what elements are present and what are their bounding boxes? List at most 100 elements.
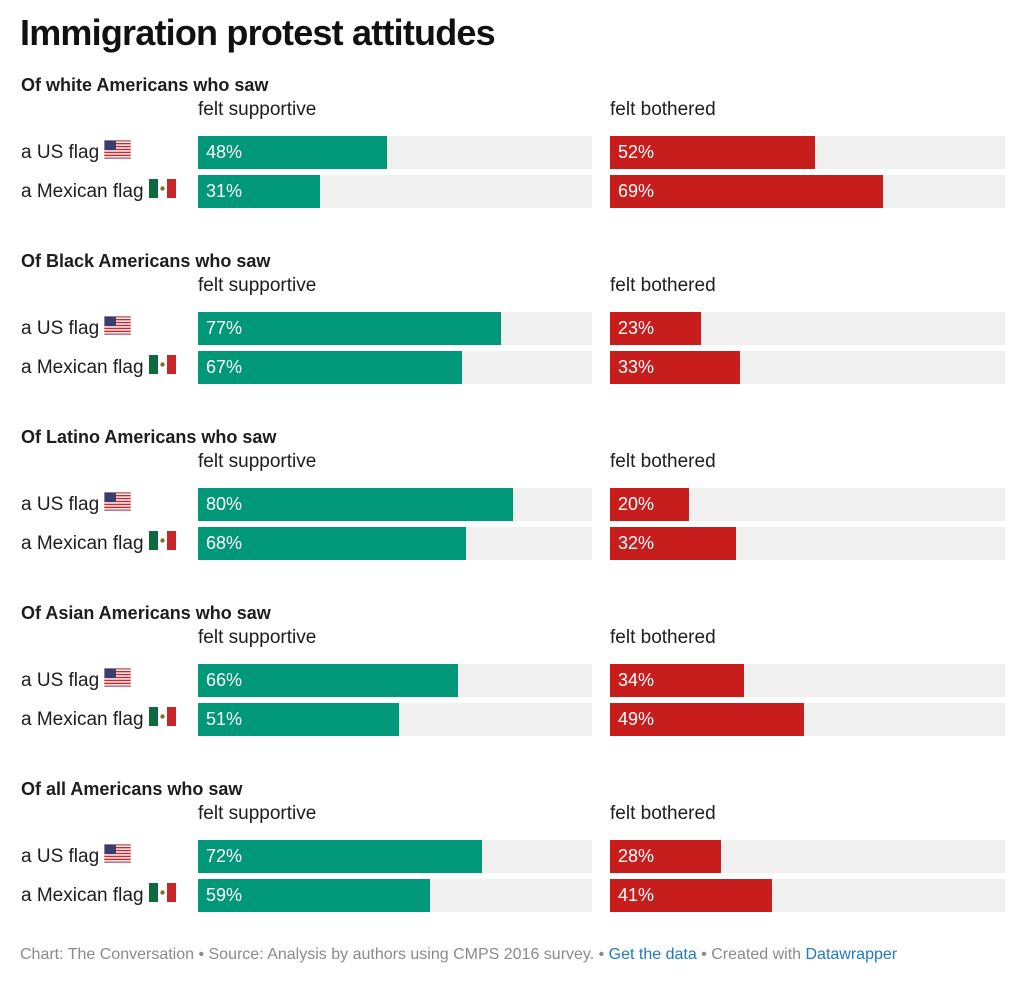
bar-track-bothered: 34% (610, 664, 1005, 697)
bar-track-supportive: 77% (198, 312, 592, 345)
us-flag-icon (104, 668, 132, 693)
get-the-data-link[interactable]: Get the data (608, 946, 697, 963)
row-label: a US flag (21, 136, 132, 169)
chart-group-4: Of Asian Americans who saw felt supportiv… (0, 601, 1024, 761)
chart-row: a Mexican flag 31% 69% (0, 175, 1024, 208)
bar-track-supportive: 59% (198, 879, 592, 912)
footer-created-with: • Created with (696, 946, 806, 963)
bar-track-bothered: 32% (610, 527, 1005, 560)
chart-row: a Mexican flag 59% 41% (0, 879, 1024, 912)
column-header-bothered: felt bothered (610, 275, 716, 296)
bar-bothered (610, 664, 745, 697)
row-label-text: a US flag (21, 317, 100, 339)
mexican-flag-icon (148, 707, 176, 732)
data-label-supportive: 68% (206, 533, 243, 553)
us-flag-icon (104, 140, 132, 165)
column-header-supportive: felt supportive (198, 803, 317, 824)
data-label-supportive: 72% (206, 846, 243, 866)
data-label-bothered: 41% (618, 885, 655, 905)
row-label-text: a US flag (21, 493, 100, 515)
bar-track-bothered: 23% (610, 312, 1005, 345)
data-label-supportive: 51% (206, 709, 243, 729)
bar-supportive (198, 879, 431, 912)
column-header-supportive: felt supportive (198, 451, 317, 472)
column-header-bothered: felt bothered (610, 803, 716, 824)
row-label: a US flag (21, 840, 132, 873)
column-header-bothered: felt bothered (610, 99, 716, 120)
chart-row: a US flag 80% 20% (0, 488, 1024, 521)
row-label: a Mexican flag (21, 703, 176, 736)
bar-bothered (610, 840, 721, 873)
group-heading: Of white Americans who saw (21, 75, 269, 95)
chart-footer: Chart: The Conversation • Source: Analys… (20, 946, 897, 964)
bar-track-supportive: 67% (198, 351, 592, 384)
row-label-text: a Mexican flag (21, 532, 144, 554)
bar-bothered (610, 703, 804, 736)
bar-bothered (610, 488, 689, 521)
bar-track-bothered: 69% (610, 175, 1005, 208)
mexican-flag-icon (148, 179, 176, 204)
data-label-bothered: 23% (618, 318, 655, 338)
column-header-bothered: felt bothered (610, 451, 716, 472)
datawrapper-link[interactable]: Datawrapper (805, 946, 898, 963)
bar-track-bothered: 20% (610, 488, 1005, 521)
data-label-supportive: 31% (206, 181, 243, 201)
group-heading: Of all Americans who saw (21, 779, 243, 799)
chart-row: a US flag 77% 23% (0, 312, 1024, 345)
data-label-supportive: 77% (206, 318, 243, 338)
data-label-supportive: 67% (206, 357, 243, 377)
data-label-supportive: 59% (206, 885, 243, 905)
bar-bothered (610, 351, 741, 384)
bar-bothered (610, 312, 701, 345)
data-label-supportive: 80% (206, 494, 243, 514)
bar-supportive (198, 840, 482, 873)
bar-track-bothered: 41% (610, 879, 1005, 912)
chart-title: Immigration protest attitudes (20, 12, 496, 53)
column-header-supportive: felt supportive (198, 627, 317, 648)
data-label-bothered: 33% (618, 357, 655, 377)
row-label: a US flag (21, 488, 132, 521)
bar-bothered (610, 175, 883, 208)
bar-supportive (198, 527, 466, 560)
bar-track-supportive: 68% (198, 527, 592, 560)
bar-bothered (610, 527, 737, 560)
bar-track-supportive: 48% (198, 136, 592, 169)
us-flag-icon (104, 844, 132, 869)
bar-supportive (198, 488, 514, 521)
bar-track-supportive: 51% (198, 703, 592, 736)
row-label-text: a US flag (21, 669, 100, 691)
row-label-text: a US flag (21, 845, 100, 867)
group-heading: Of Asian Americans who saw (21, 603, 271, 623)
column-header-supportive: felt supportive (198, 275, 317, 296)
group-heading: Of Black Americans who saw (21, 251, 271, 271)
chart-group-3: Of Latino Americans who saw felt supporti… (0, 425, 1024, 585)
data-label-supportive: 48% (206, 142, 243, 162)
bar-bothered (610, 879, 772, 912)
data-label-bothered: 52% (618, 142, 655, 162)
chart-row: a US flag 66% 34% (0, 664, 1024, 697)
row-label-text: a US flag (21, 141, 100, 163)
us-flag-icon (104, 316, 132, 341)
row-label: a Mexican flag (21, 175, 176, 208)
bar-track-supportive: 31% (198, 175, 592, 208)
bar-track-bothered: 49% (610, 703, 1005, 736)
row-label-text: a Mexican flag (21, 708, 144, 730)
column-header-bothered: felt bothered (610, 627, 716, 648)
row-label-text: a Mexican flag (21, 884, 144, 906)
bar-supportive (198, 664, 459, 697)
chart-row: a US flag 72% 28% (0, 840, 1024, 873)
bar-track-bothered: 33% (610, 351, 1005, 384)
chart-row: a Mexican flag 68% 32% (0, 527, 1024, 560)
bar-supportive (198, 312, 502, 345)
bar-track-supportive: 66% (198, 664, 592, 697)
mexican-flag-icon (148, 883, 176, 908)
chart-group-2: Of Black Americans who saw felt supportiv… (0, 249, 1024, 409)
bar-track-supportive: 80% (198, 488, 592, 521)
row-label: a Mexican flag (21, 351, 176, 384)
data-label-bothered: 28% (618, 846, 655, 866)
us-flag-icon (104, 492, 132, 517)
data-label-bothered: 49% (618, 709, 655, 729)
bar-track-supportive: 72% (198, 840, 592, 873)
data-label-supportive: 66% (206, 670, 243, 690)
row-label-text: a Mexican flag (21, 356, 144, 378)
